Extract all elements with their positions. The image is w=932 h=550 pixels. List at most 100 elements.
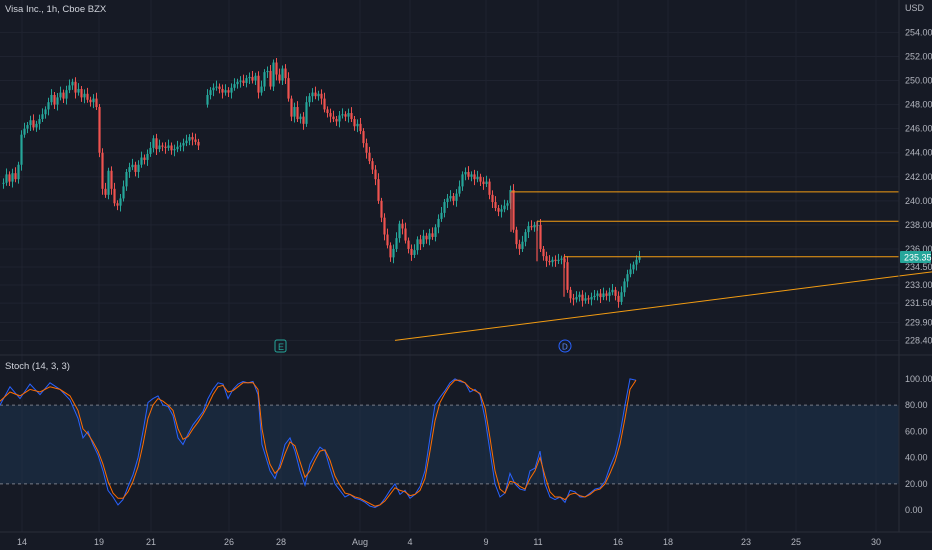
- candle-body: [419, 239, 421, 244]
- candle-body: [161, 146, 163, 147]
- candle-body: [581, 295, 583, 301]
- time-tick-label: Aug: [352, 537, 368, 547]
- candle-body: [185, 141, 187, 143]
- candle-body: [176, 147, 178, 149]
- candle-body: [398, 224, 400, 238]
- price-tick-label: 244.00: [905, 148, 932, 158]
- candle-body: [503, 206, 505, 210]
- dividend-marker-label: D: [562, 343, 568, 352]
- candle-body: [335, 119, 337, 121]
- candle-body: [416, 239, 418, 250]
- candle-body: [11, 173, 13, 181]
- candle-body: [395, 238, 397, 249]
- candle-body: [617, 296, 619, 302]
- current-price-label: 235.35: [904, 253, 932, 263]
- candle-body: [80, 89, 82, 97]
- candle-body: [392, 249, 394, 257]
- candle-body: [179, 146, 181, 147]
- candle-body: [605, 293, 607, 295]
- candle-body: [194, 139, 196, 141]
- candle-body: [302, 117, 304, 124]
- candle-body: [140, 158, 142, 165]
- candle-body: [620, 292, 622, 302]
- stoch-tick-label: 60.00: [905, 426, 928, 436]
- price-tick-label: 250.00: [905, 76, 932, 86]
- candle-body: [311, 93, 313, 97]
- candle-body: [494, 202, 496, 208]
- candle-body: [275, 63, 277, 75]
- candle-body: [410, 249, 412, 255]
- candle-body: [521, 242, 523, 249]
- candle-body: [236, 82, 238, 84]
- candle-body: [530, 226, 532, 227]
- candle-body: [602, 293, 604, 297]
- candle-body: [116, 203, 118, 205]
- candle-body: [89, 100, 91, 102]
- candle-body: [227, 90, 229, 92]
- candle-body: [284, 69, 286, 79]
- candle-body: [575, 297, 577, 299]
- price-tick-label: 252.00: [905, 51, 932, 61]
- candle-body: [596, 293, 598, 295]
- candle-body: [440, 213, 442, 219]
- candle-body: [350, 113, 352, 119]
- candle-body: [50, 95, 52, 102]
- candle-body: [578, 295, 580, 297]
- candle-body: [506, 203, 508, 205]
- candle-body: [209, 90, 211, 95]
- candle-body: [254, 76, 256, 81]
- candle-body: [92, 99, 94, 103]
- candle-body: [491, 195, 493, 202]
- candle-body: [59, 93, 61, 98]
- candle-body: [359, 124, 361, 131]
- candle-body: [35, 124, 37, 128]
- candle-body: [146, 154, 148, 160]
- candle-body: [341, 114, 343, 115]
- time-tick-label: 4: [407, 537, 412, 547]
- candle-body: [77, 89, 79, 93]
- candle-body: [293, 107, 295, 117]
- candle-body: [458, 186, 460, 193]
- candle-body: [338, 115, 340, 121]
- candle-body: [53, 95, 55, 105]
- candle-body: [47, 102, 49, 109]
- price-tick-label: 248.00: [905, 100, 932, 110]
- stoch-overbought-oversold-band: [0, 405, 899, 484]
- candle-body: [425, 236, 427, 240]
- candle-body: [368, 153, 370, 161]
- price-tick-label: 242.00: [905, 172, 932, 182]
- candle-body: [215, 87, 217, 88]
- candle-body: [74, 82, 76, 93]
- candle-body: [107, 171, 109, 195]
- candle-body: [188, 137, 190, 141]
- candle-body: [320, 94, 322, 99]
- candle-body: [281, 69, 283, 81]
- candle-body: [518, 244, 520, 249]
- candle-body: [296, 107, 298, 119]
- candle-body: [272, 63, 274, 87]
- candle-body: [299, 117, 301, 119]
- price-tick-label: 246.00: [905, 124, 932, 134]
- time-tick-label: 30: [871, 537, 881, 547]
- candle-body: [98, 107, 100, 153]
- candle-body: [623, 281, 625, 292]
- stoch-tick-label: 20.00: [905, 479, 928, 489]
- candle-body: [629, 269, 631, 274]
- candle-body: [278, 75, 280, 81]
- candle-body: [404, 229, 406, 241]
- candle-body: [257, 76, 259, 93]
- candle-body: [500, 209, 502, 211]
- time-tick-label: 21: [146, 537, 156, 547]
- candle-body: [164, 147, 166, 148]
- candle-body: [191, 137, 193, 139]
- candle-body: [380, 201, 382, 218]
- candle-body: [431, 233, 433, 237]
- candle-body: [56, 97, 58, 104]
- candle-body: [131, 165, 133, 167]
- candle-body: [326, 109, 328, 113]
- candle-body: [143, 158, 145, 160]
- price-tick-label: 240.00: [905, 196, 932, 206]
- candle-body: [485, 182, 487, 184]
- candle-body: [482, 182, 484, 184]
